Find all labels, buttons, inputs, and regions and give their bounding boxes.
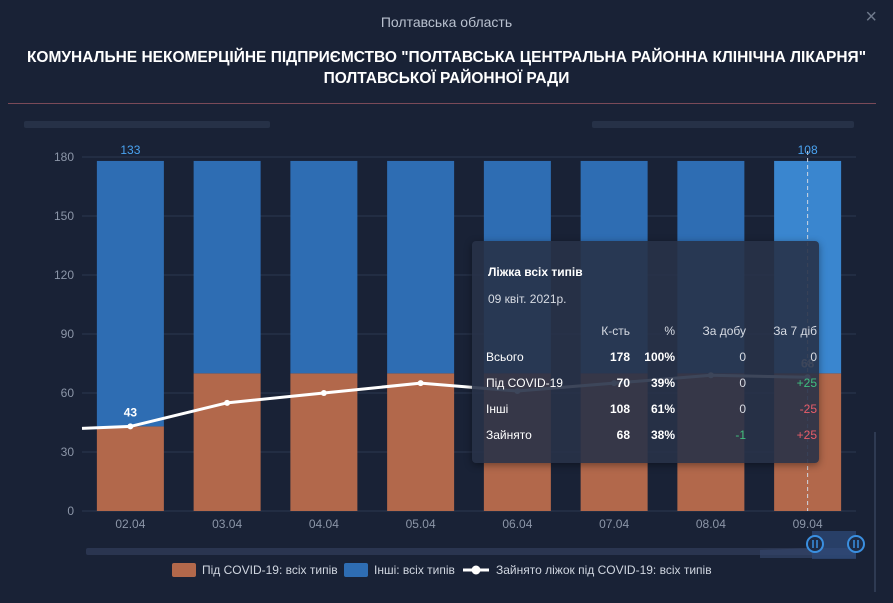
row-day: 0 [739,350,746,364]
title-divider [8,103,876,104]
row-name: Зайнято [486,428,532,442]
row-count: 68 [616,428,630,442]
x-tick-label: 07.04 [599,517,629,531]
row-pct: 61% [650,402,675,416]
line-point [320,390,327,396]
tooltip-row-covid: Під COVID-19 70 39% 0 +25 [486,370,817,396]
row-count: 70 [616,376,630,390]
page-title: КОМУНАЛЬНЕ НЕКОМЕРЦІЙНЕ ПІДПРИЄМСТВО "ПО… [0,47,893,89]
line-point [127,423,134,430]
legend-item-covid[interactable]: Під COVID-19: всіх типів [172,563,338,577]
zoom-handle-ring [847,535,865,553]
legend-line-icon [463,565,489,575]
zoom-handle-icon[interactable] [806,535,824,553]
y-axis: 0 30 60 90 120 150 180 [54,150,74,518]
tooltip: Ліжка всіх типів 09 квіт. 2021р. К-сть %… [472,241,819,463]
tooltip-header-row: К-сть % За добу За 7 діб [486,318,817,344]
line-point [224,399,231,406]
x-tick-label: 06.04 [502,517,532,531]
tooltip-header-pct: % [664,324,675,338]
tooltip-title: Ліжка всіх типів [488,265,583,279]
bar-covid [387,373,455,511]
tooltip-date: 09 квіт. 2021р. [488,292,567,306]
zoom-slider [86,531,865,559]
row-day: 0 [739,402,746,416]
y-tick-label: 0 [67,504,74,518]
x-tick-label: 03.04 [212,517,242,531]
tooltip-row-other: Інші 108 61% 0 -25 [486,396,817,422]
line-point [417,380,424,387]
zoom-handle-icon[interactable] [847,535,865,553]
x-tick-label: 04.04 [309,517,339,531]
zoom-handle-ring [806,535,824,553]
row-week: +25 [796,376,817,390]
row-pct: 39% [650,376,675,390]
tooltip-header-week: За 7 діб [773,324,817,338]
legend-swatch-other [344,563,368,577]
x-tick-label: 05.04 [406,517,436,531]
region-title: Полтавська область [380,14,513,30]
bar-other [193,160,261,374]
top-scroll-track-right[interactable] [592,121,854,128]
tooltip-row-occupied: Зайнято 68 38% -1 +25 [486,422,817,448]
y-tick-label: 60 [61,386,75,400]
row-week: +25 [796,428,817,442]
bar-other [96,160,164,427]
row-count: 178 [609,350,630,364]
row-week: 0 [810,350,817,364]
legend-item-occupied[interactable]: Зайнято ліжок під COVID-19: всіх типів [462,563,712,577]
legend-item-other[interactable]: Інші: всіх типів [344,563,455,577]
bar-covid [193,373,261,511]
legend-label: Зайнято ліжок під COVID-19: всіх типів [496,563,712,577]
bar-top-label: 133 [120,143,140,157]
y-tick-label: 180 [54,150,74,164]
row-day: 0 [739,376,746,390]
row-name: Всього [486,350,524,364]
y-tick-label: 150 [54,209,74,223]
bar-top-label: 108 [798,143,818,157]
tooltip-header-count: К-сть [601,324,630,338]
legend-label: Під COVID-19: всіх типів [202,563,338,577]
x-tick-label: 08.04 [696,517,726,531]
row-count: 108 [609,402,630,416]
page-title-line-1: КОМУНАЛЬНЕ НЕКОМЕРЦІЙНЕ ПІДПРИЄМСТВО "ПО… [26,49,867,66]
top-scroll-track-left[interactable] [24,121,270,128]
legend-label: Інші: всіх типів [374,563,455,577]
page-title-line-2: ПОЛТАВСЬКОЇ РАЙОННОЇ РАДИ [323,70,570,87]
row-name: Інші [486,402,509,416]
x-tick-label: 09.04 [793,517,823,531]
y-tick-label: 30 [61,445,75,459]
y-tick-label: 90 [61,327,75,341]
row-name: Під COVID-19 [486,376,563,390]
row-day: -1 [735,428,746,442]
tooltip-table: К-сть % За добу За 7 діб Всього 178 100%… [486,318,817,448]
legend-swatch-covid [172,563,196,577]
tooltip-row-total: Всього 178 100% 0 0 [486,344,817,370]
x-tick-label: 02.04 [115,517,145,531]
bar-other [387,160,455,374]
bar-other [290,160,358,374]
legend: Під COVID-19: всіх типів Інші: всіх типі… [0,563,893,583]
row-pct: 100% [644,350,675,364]
row-week: -25 [799,402,817,416]
vertical-scrollbar[interactable] [874,432,876,592]
line-point-label: 43 [124,405,138,419]
bar-covid [96,426,164,511]
tooltip-header-day: За добу [702,324,746,338]
y-tick-label: 120 [54,268,74,282]
x-axis: 02.04 03.04 04.04 05.04 06.04 07.04 08.04 09.04 [115,517,823,531]
zoom-track [86,548,856,555]
close-icon[interactable]: × [865,6,877,28]
tooltip-header-name [486,318,574,344]
row-pct: 38% [650,428,675,442]
